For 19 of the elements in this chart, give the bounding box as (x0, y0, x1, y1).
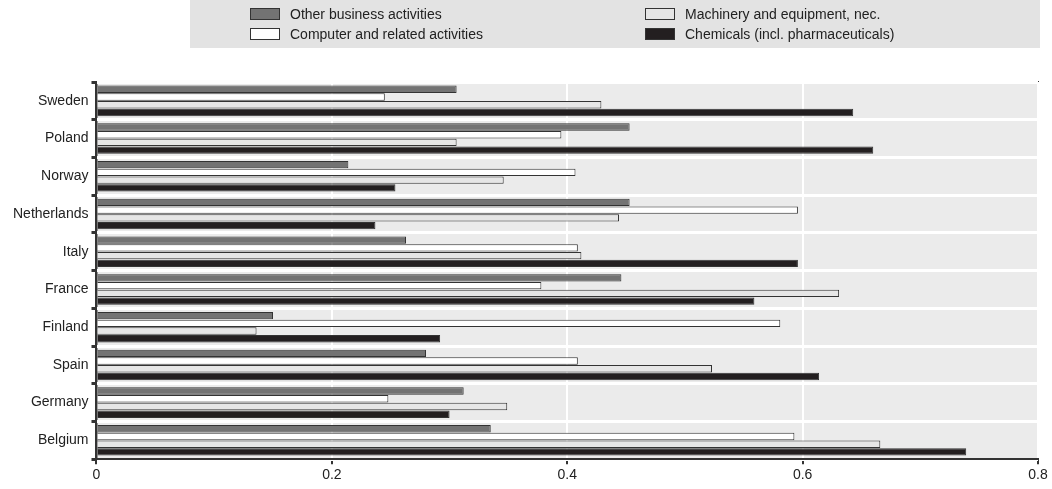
x-tick-label: 0.8 (1028, 466, 1048, 483)
y-tick-label: Poland (44, 129, 89, 146)
legend-label: Chemicals (incl. pharmaceuticals) (685, 26, 895, 42)
x-tick-label: 0.6 (792, 466, 813, 483)
y-tick-label: Netherlands (12, 204, 89, 221)
y-tick-label: Belgium (37, 431, 89, 448)
y-tick-label: Sweden (37, 91, 89, 108)
x-tick-label: 0 (92, 466, 101, 483)
text: Machinery and equipment, nec. (685, 6, 881, 22)
y-tick-label: Finland (42, 318, 89, 335)
y-tick-label: France (44, 280, 89, 297)
legend-label: Computer and related activities (290, 26, 483, 42)
x-tick-label: 0.2 (322, 466, 342, 483)
x-tick-label: 0.4 (557, 466, 578, 483)
y-tick-label: Norway (41, 167, 89, 184)
y-tick-label: Spain (52, 355, 89, 372)
y-tick-label: Italy (62, 242, 89, 259)
legend-label: Other business activities (290, 6, 442, 22)
y-tick-label: Germany (30, 393, 89, 410)
